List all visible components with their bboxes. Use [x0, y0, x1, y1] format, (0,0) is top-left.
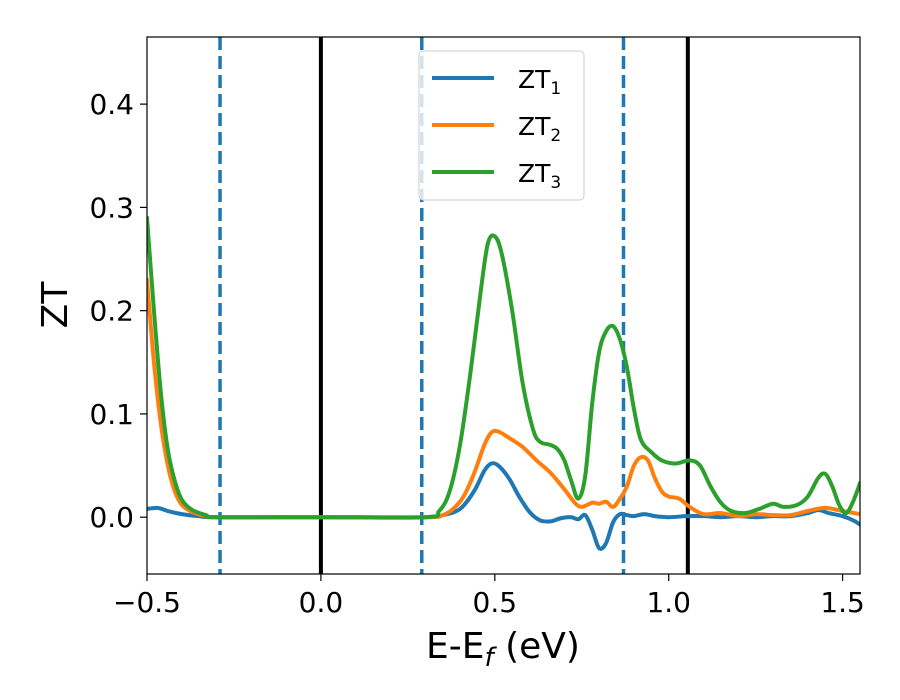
- legend-label-zt3-main: ZT: [518, 159, 551, 188]
- x-tick-label: 1.5: [820, 586, 865, 619]
- series-layer: [147, 215, 860, 551]
- y-axis-ticks: 0.0 0.1 0.2 0.3 0.4: [89, 88, 147, 534]
- x-tick-label: 0.5: [473, 586, 518, 619]
- y-tick-label: 0.0: [89, 501, 134, 534]
- vertical-reference-lines: [218, 37, 690, 574]
- legend-label-zt2: ZT2: [518, 112, 561, 146]
- x-tick-label: −0.5: [113, 586, 181, 619]
- legend-label-zt3: ZT3: [518, 159, 561, 193]
- series-line-zt3: [147, 215, 860, 520]
- x-axis-ticks: −0.5 0.0 0.5 1.0 1.5: [113, 574, 865, 619]
- plot-frame: [146, 36, 861, 575]
- legend-box: [418, 50, 585, 201]
- legend: ZT1 ZT2 ZT3: [418, 50, 585, 201]
- y-tick-label: 0.1: [89, 398, 134, 431]
- x-axis-title-unit: (eV): [494, 626, 580, 667]
- x-axis-title: E-Ef (eV): [426, 626, 580, 673]
- y-tick-label: 0.2: [89, 295, 134, 328]
- legend-label-zt3-sub: 3: [550, 173, 561, 193]
- y-axis-title: ZT: [35, 281, 76, 329]
- legend-label-zt1: ZT1: [518, 65, 561, 99]
- x-axis-title-main: E-E: [426, 626, 484, 667]
- legend-label-zt1-main: ZT: [518, 65, 551, 94]
- y-tick-label: 0.4: [89, 88, 134, 121]
- legend-label-zt1-sub: 1: [550, 79, 561, 99]
- legend-label-zt2-sub: 2: [550, 126, 561, 146]
- x-tick-label: 1.0: [646, 586, 691, 619]
- legend-label-zt2-main: ZT: [518, 112, 551, 141]
- y-tick-label: 0.3: [89, 191, 134, 224]
- x-tick-label: 0.0: [299, 586, 344, 619]
